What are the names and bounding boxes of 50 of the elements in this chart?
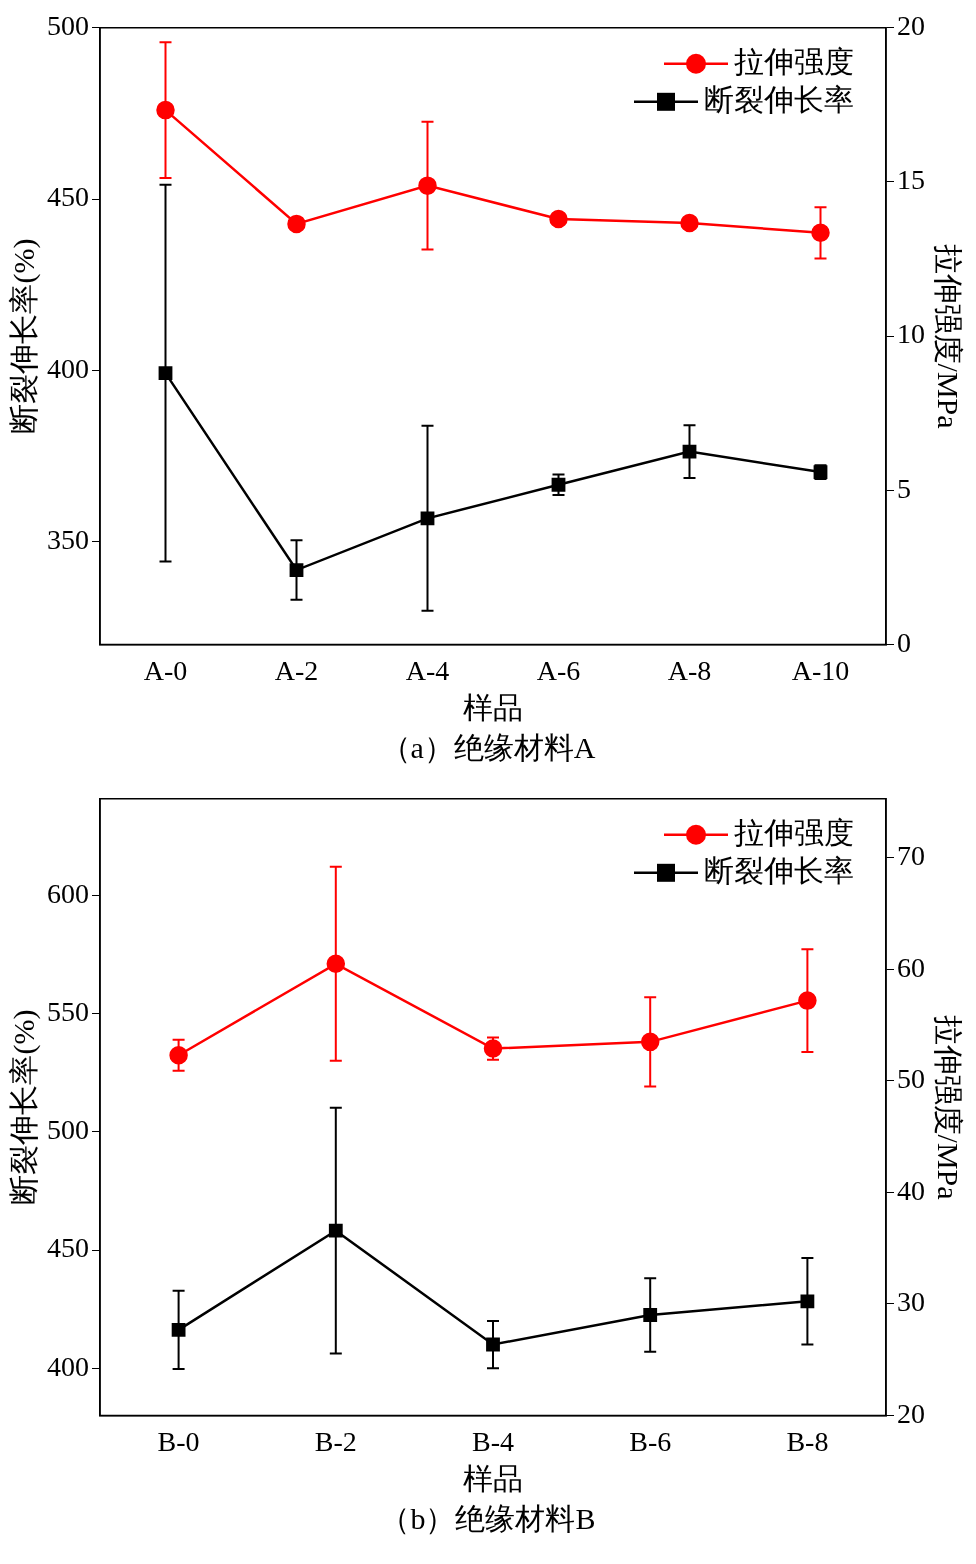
x-tick-label: B-2 <box>314 1425 357 1457</box>
y-tick-label: 550 <box>47 996 89 1028</box>
y2-tick-label: 0 <box>897 626 911 658</box>
y2-tick-label: 5 <box>897 472 911 504</box>
y2-tick-label: 50 <box>897 1063 925 1095</box>
y-tick-label: 400 <box>47 352 89 384</box>
x-tick-label: B-0 <box>157 1425 200 1457</box>
y2-axis-title: 拉伸强度/MPa <box>932 1014 966 1200</box>
y2-tick-label: 20 <box>897 1397 925 1429</box>
x-tick-label: A-4 <box>405 654 450 686</box>
y2-tick-label: 70 <box>897 840 925 872</box>
x-axis-title: 样品 <box>463 690 523 724</box>
x-axis-title: 样品 <box>463 1461 523 1495</box>
y2-tick-label: 20 <box>897 10 925 42</box>
point <box>328 1223 343 1238</box>
y-axis-title: 断裂伸长率(%) <box>6 1009 41 1205</box>
legend-label: 拉伸强度 <box>734 815 854 849</box>
y2-tick-label: 10 <box>897 318 925 350</box>
x-tick-label: A-8 <box>667 654 712 686</box>
y2-tick-label: 40 <box>897 1174 925 1206</box>
y-tick-label: 400 <box>47 1350 89 1382</box>
x-tick-label: A-6 <box>536 654 581 686</box>
point <box>287 214 306 234</box>
legend-label: 拉伸强度 <box>734 44 854 78</box>
point <box>549 209 568 229</box>
text: （a）绝缘材料A <box>379 730 597 766</box>
x-tick-label: A-10 <box>791 654 850 686</box>
x-tick-label: B-4 <box>472 1425 514 1457</box>
y-tick-label: 350 <box>47 523 89 555</box>
point <box>171 1322 186 1337</box>
y2-axis-title: 拉伸强度/MPa <box>932 243 966 429</box>
legend-label: 断裂伸长率 <box>704 853 854 887</box>
x-tick-label: B-6 <box>629 1425 672 1457</box>
y-tick-label: 500 <box>47 1114 89 1146</box>
y-tick-label: 500 <box>47 10 89 42</box>
x-tick-label: A-0 <box>143 654 188 686</box>
text: （b）绝缘材料B <box>379 1501 597 1537</box>
point <box>643 1308 658 1322</box>
point <box>680 213 699 233</box>
y-tick-label: 450 <box>47 181 89 213</box>
y2-tick-label: 15 <box>897 164 925 196</box>
y-tick-label: 450 <box>47 1232 89 1264</box>
x-tick-label: A-2 <box>274 654 319 686</box>
x-tick-label: B-8 <box>786 1425 829 1457</box>
y2-tick-label: 30 <box>897 1286 925 1318</box>
y2-tick-label: 60 <box>897 951 925 983</box>
point <box>800 1294 815 1309</box>
legend-label: 断裂伸长率 <box>704 82 854 116</box>
y-tick-label: 600 <box>47 878 89 910</box>
y-axis-title: 断裂伸长率(%) <box>6 238 41 434</box>
